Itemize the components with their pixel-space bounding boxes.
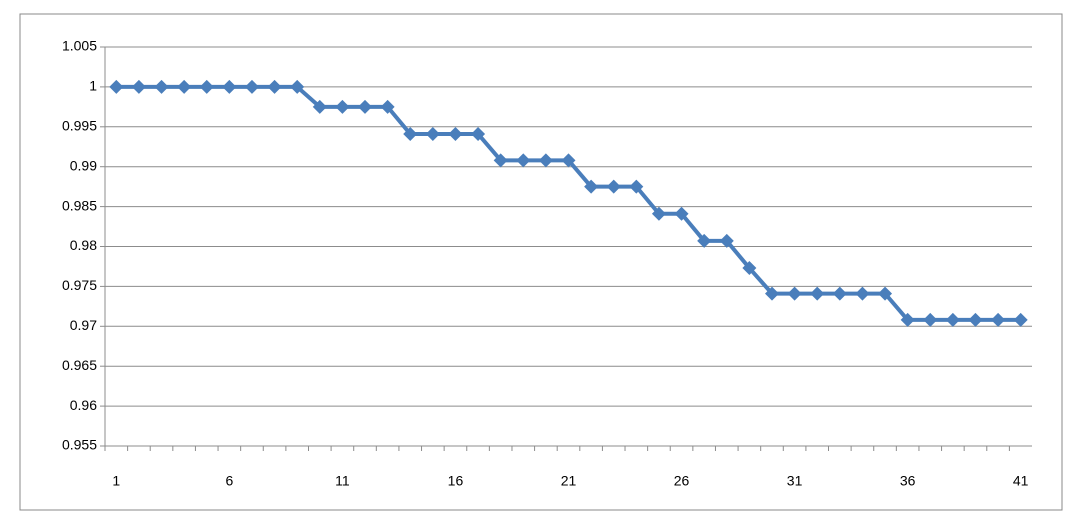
marker [991, 312, 1006, 327]
y-tick-label: 0.965 [62, 357, 97, 373]
marker [787, 286, 802, 301]
x-tick-label: 11 [335, 473, 350, 489]
x-tick-label: 21 [561, 473, 577, 489]
marker [629, 179, 644, 194]
marker [380, 99, 395, 114]
marker [810, 286, 825, 301]
y-tick-label: 0.995 [62, 118, 97, 134]
x-tick-label: 41 [1013, 473, 1029, 489]
marker [742, 261, 757, 276]
marker [154, 79, 169, 94]
marker [335, 99, 350, 114]
y-tick-label: 0.985 [62, 197, 97, 213]
marker [764, 286, 779, 301]
marker [855, 286, 870, 301]
marker [448, 126, 463, 141]
marker [358, 99, 373, 114]
marker [968, 312, 983, 327]
marker [493, 153, 508, 168]
x-tick-label: 6 [225, 473, 233, 489]
marker [651, 206, 666, 221]
x-tick-label: 31 [787, 473, 803, 489]
x-tick-label: 26 [674, 473, 690, 489]
marker [584, 179, 599, 194]
marker [674, 206, 689, 221]
marker [290, 79, 305, 94]
x-tick-label: 1 [112, 473, 120, 489]
y-tick-label: 0.975 [62, 277, 97, 293]
marker [945, 312, 960, 327]
marker [538, 153, 553, 168]
marker [222, 79, 237, 94]
marker [425, 126, 440, 141]
marker [516, 153, 531, 168]
y-tick-label: 0.96 [70, 397, 97, 413]
marker [109, 79, 124, 94]
x-tick-label: 36 [900, 473, 916, 489]
marker [719, 233, 734, 248]
marker [697, 233, 712, 248]
y-tick-label: 0.99 [70, 157, 97, 173]
marker [403, 126, 418, 141]
chart-frame [19, 13, 1063, 511]
marker [1013, 312, 1028, 327]
y-tick-label: 1 [89, 78, 97, 94]
marker [606, 179, 621, 194]
marker [900, 312, 915, 327]
y-tick-label: 0.97 [70, 317, 97, 333]
marker [832, 286, 847, 301]
marker [312, 99, 327, 114]
marker [561, 153, 576, 168]
marker [131, 79, 146, 94]
marker [177, 79, 192, 94]
y-tick-label: 1.005 [62, 38, 97, 54]
x-tick-label: 16 [448, 473, 464, 489]
y-tick-label: 0.98 [70, 237, 97, 253]
marker [267, 79, 282, 94]
marker [878, 286, 893, 301]
marker [923, 312, 938, 327]
marker [471, 126, 486, 141]
y-tick-label: 0.955 [62, 437, 97, 453]
marker [199, 79, 214, 94]
marker [244, 79, 259, 94]
